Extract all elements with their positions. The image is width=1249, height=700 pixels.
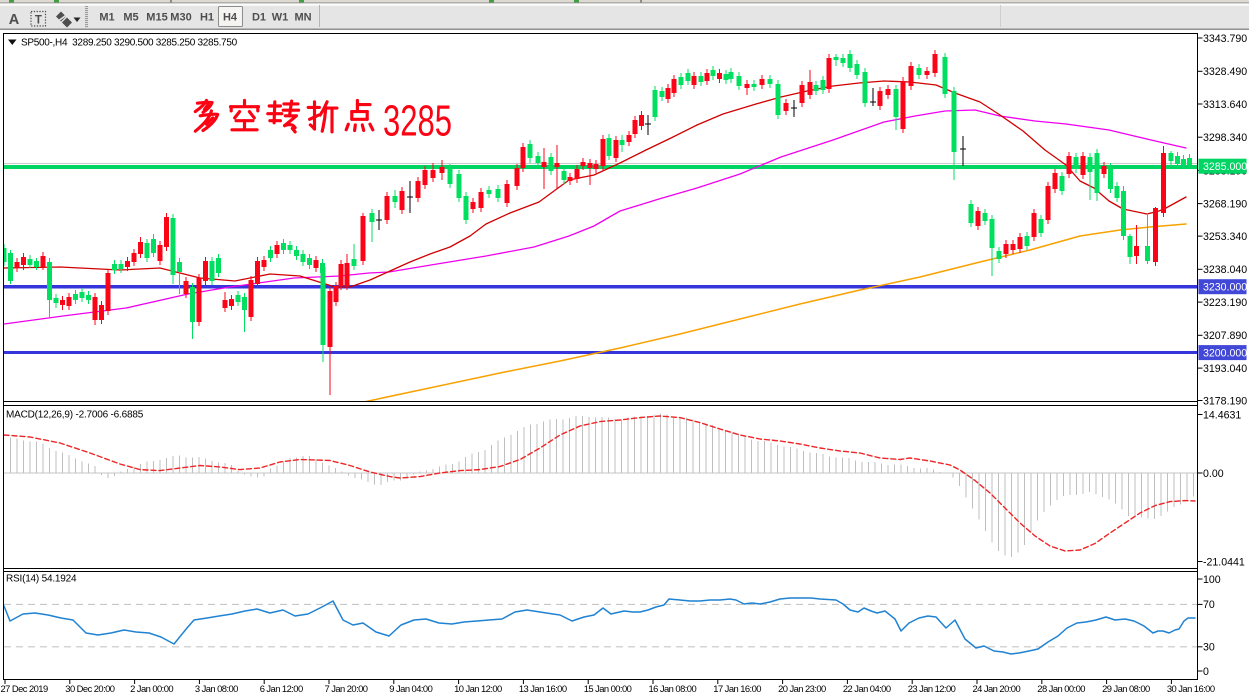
svg-text:14.4631: 14.4631 <box>1203 409 1241 421</box>
svg-text:30 Jan 16:00: 30 Jan 16:00 <box>1167 683 1215 694</box>
svg-text:3343.790: 3343.790 <box>1203 33 1247 45</box>
svg-text:M15: M15 <box>146 12 167 24</box>
svg-text:30 Dec 20:00: 30 Dec 20:00 <box>65 683 115 694</box>
svg-text:7 Jan 20:00: 7 Jan 20:00 <box>325 683 368 694</box>
svg-text:30: 30 <box>1203 642 1215 654</box>
svg-text:15 Jan 00:00: 15 Jan 00:00 <box>584 683 632 694</box>
svg-text:3193.040: 3193.040 <box>1203 363 1247 375</box>
svg-text:3268.190: 3268.190 <box>1203 198 1247 210</box>
svg-text:6 Jan 12:00: 6 Jan 12:00 <box>260 683 303 694</box>
svg-text:3207.890: 3207.890 <box>1203 330 1247 342</box>
svg-text:3285: 3285 <box>383 97 452 146</box>
svg-text:17 Jan 16:00: 17 Jan 16:00 <box>713 683 761 694</box>
svg-text:100: 100 <box>1203 574 1221 586</box>
svg-text:M1: M1 <box>99 12 114 24</box>
svg-text:SP500-,H4 3289.250 3290.500 3: SP500-,H4 3289.250 3290.500 3285.250 328… <box>21 38 238 49</box>
svg-text:27 Dec 2019: 27 Dec 2019 <box>1 683 48 694</box>
svg-text:29 Jan 08:00: 29 Jan 08:00 <box>1102 683 1150 694</box>
svg-text:H1: H1 <box>200 12 214 24</box>
svg-text:3200.000: 3200.000 <box>1203 347 1247 359</box>
svg-text:A: A <box>9 12 20 28</box>
svg-text:0: 0 <box>1203 666 1209 678</box>
svg-text:3223.190: 3223.190 <box>1203 297 1247 309</box>
svg-text:H4: H4 <box>223 12 238 24</box>
svg-text:3313.640: 3313.640 <box>1203 99 1247 111</box>
svg-text:M30: M30 <box>170 12 191 24</box>
svg-text:22 Jan 04:00: 22 Jan 04:00 <box>843 683 891 694</box>
svg-text:M5: M5 <box>123 12 138 24</box>
svg-text:0.00: 0.00 <box>1203 468 1224 480</box>
svg-text:2 Jan 00:00: 2 Jan 00:00 <box>130 683 173 694</box>
svg-text:3230.000: 3230.000 <box>1203 282 1247 294</box>
svg-text:3298.340: 3298.340 <box>1203 132 1247 144</box>
svg-text:9 Jan 04:00: 9 Jan 04:00 <box>389 683 432 694</box>
svg-text:16 Jan 08:00: 16 Jan 08:00 <box>649 683 697 694</box>
svg-text:10 Jan 12:00: 10 Jan 12:00 <box>454 683 502 694</box>
svg-text:W1: W1 <box>272 12 289 24</box>
svg-text:3 Jan 08:00: 3 Jan 08:00 <box>195 683 238 694</box>
svg-text:RSI(14) 54.1924: RSI(14) 54.1924 <box>6 574 77 585</box>
svg-text:24 Jan 20:00: 24 Jan 20:00 <box>973 683 1021 694</box>
svg-text:70: 70 <box>1203 599 1215 611</box>
svg-text:MACD(12,26,9) -2.7006 -6.6885: MACD(12,26,9) -2.7006 -6.6885 <box>6 410 144 421</box>
svg-text:D1: D1 <box>252 12 266 24</box>
svg-text:MN: MN <box>294 12 311 24</box>
svg-text:13 Jan 16:00: 13 Jan 16:00 <box>519 683 567 694</box>
svg-text:3285.000: 3285.000 <box>1203 161 1247 173</box>
svg-text:3178.190: 3178.190 <box>1203 395 1247 407</box>
svg-text:20 Jan 23:00: 20 Jan 23:00 <box>778 683 826 694</box>
svg-text:T: T <box>35 15 42 27</box>
svg-text:3328.490: 3328.490 <box>1203 66 1247 78</box>
svg-text:28 Jan 00:00: 28 Jan 00:00 <box>1037 683 1085 694</box>
svg-text:3253.340: 3253.340 <box>1203 231 1247 243</box>
svg-text:3238.040: 3238.040 <box>1203 264 1247 276</box>
svg-text:23 Jan 12:00: 23 Jan 12:00 <box>908 683 956 694</box>
svg-text:-21.0441: -21.0441 <box>1203 556 1245 568</box>
